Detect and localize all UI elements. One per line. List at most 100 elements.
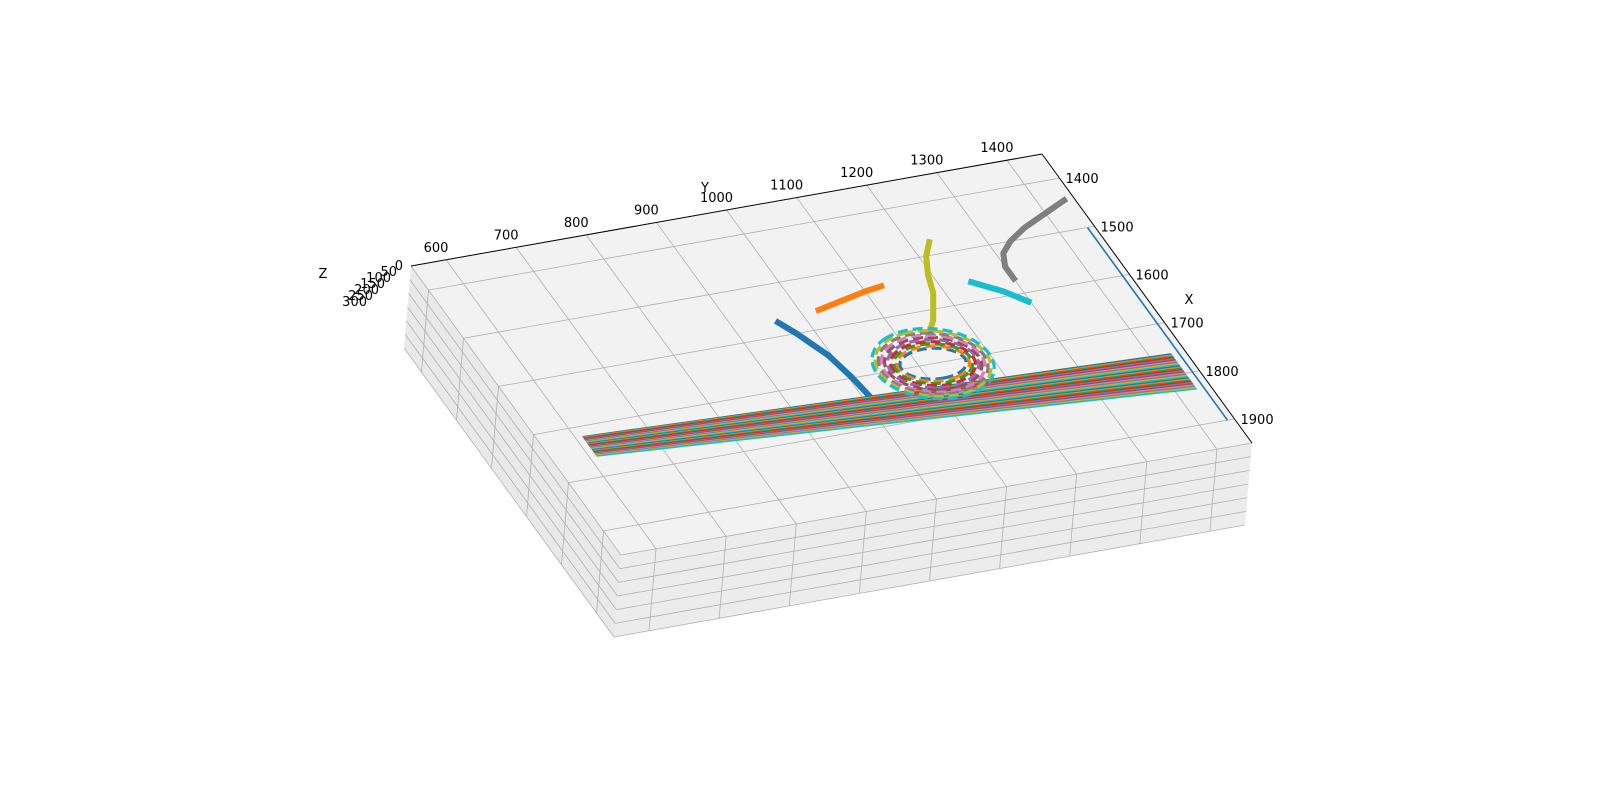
sheet-line bbox=[586, 362, 1179, 443]
sheet-line bbox=[589, 371, 1185, 448]
y-tick-label: 1200 bbox=[840, 166, 873, 181]
thin-line bbox=[1086, 227, 1229, 421]
sheet-line bbox=[591, 375, 1189, 451]
y-tick-label: 1400 bbox=[980, 141, 1013, 156]
z-axis-label: Z bbox=[319, 267, 328, 282]
sheet-line bbox=[583, 355, 1174, 439]
sheet-line bbox=[592, 378, 1190, 452]
grid-line-y bbox=[656, 222, 867, 512]
sheet-line bbox=[592, 377, 1189, 451]
grid-line-y bbox=[866, 184, 1078, 475]
y-tick-label: 800 bbox=[564, 216, 589, 231]
grid-line-z bbox=[404, 334, 616, 624]
sheet-line bbox=[585, 361, 1178, 443]
series-group bbox=[582, 196, 1229, 457]
z-tick-label: 150 bbox=[360, 277, 385, 292]
sheet-line bbox=[582, 353, 1172, 438]
sheet-line bbox=[595, 384, 1195, 455]
sheet-line bbox=[595, 386, 1196, 457]
grid-line-x bbox=[498, 274, 1130, 387]
grid-line-y bbox=[1006, 159, 1218, 450]
ring-line bbox=[892, 342, 975, 386]
sheet-line bbox=[582, 354, 1173, 439]
z-tick-label: 300 bbox=[342, 295, 367, 310]
z-tick-label: 50 bbox=[380, 265, 397, 280]
ring-line bbox=[879, 333, 987, 394]
grid-line-y-front bbox=[648, 548, 657, 631]
grid-line-y-front bbox=[1139, 461, 1148, 544]
x-tick-label: 1900 bbox=[1241, 413, 1274, 428]
grid-line-y bbox=[515, 247, 727, 537]
sheet-line bbox=[593, 379, 1191, 453]
y-axis-label: Y bbox=[700, 181, 709, 196]
ring-line bbox=[888, 339, 978, 388]
sheet-line bbox=[596, 387, 1197, 457]
sheet-line bbox=[588, 367, 1183, 446]
grid-line-x-side bbox=[596, 530, 604, 613]
sheet-line bbox=[583, 356, 1175, 440]
grid-line-y-front bbox=[788, 523, 797, 606]
y-tick-label: 1300 bbox=[910, 154, 943, 169]
z-tick-label: 250 bbox=[348, 289, 373, 304]
x-axis-line bbox=[1041, 153, 1253, 444]
grid-line-y bbox=[445, 259, 657, 550]
x-tick-label: 1400 bbox=[1066, 172, 1099, 187]
y-tick-label: 600 bbox=[424, 241, 449, 256]
x-tick-label: 1800 bbox=[1206, 365, 1239, 380]
grid-line-z bbox=[406, 320, 617, 610]
ring-line bbox=[870, 326, 996, 401]
series-line bbox=[773, 318, 890, 418]
y-tick-label: 700 bbox=[494, 228, 519, 243]
sheet-line bbox=[595, 385, 1196, 456]
series-line bbox=[1000, 196, 1069, 283]
grid-line-y-front bbox=[858, 511, 867, 594]
grid-line-y bbox=[936, 172, 1148, 462]
sheet-line bbox=[586, 363, 1180, 444]
sheet-line bbox=[587, 366, 1182, 445]
x-tick-label: 1700 bbox=[1171, 317, 1204, 332]
series-line bbox=[923, 238, 937, 344]
z-tick-label: 100 bbox=[366, 271, 391, 286]
grid-line-x-side bbox=[526, 434, 534, 517]
grid-line-x bbox=[428, 177, 1060, 291]
ring-line bbox=[873, 329, 993, 399]
sheet-line bbox=[591, 374, 1188, 450]
ring-line bbox=[885, 337, 981, 390]
grid-line-x bbox=[463, 225, 1095, 339]
sheet-line bbox=[584, 359, 1176, 441]
axis-lines bbox=[410, 153, 1253, 444]
y-axis-line bbox=[410, 153, 1043, 267]
grid-line-y bbox=[585, 234, 797, 525]
sheet-line bbox=[594, 381, 1193, 454]
ring-line bbox=[895, 344, 972, 383]
series-line bbox=[967, 278, 1033, 306]
sheet-line bbox=[587, 365, 1181, 445]
tick-labels: 6007008009001000110012001300140014001500… bbox=[342, 141, 1273, 428]
x-tick-label: 1600 bbox=[1136, 268, 1169, 283]
sheet-line bbox=[593, 380, 1192, 453]
grid-line-z bbox=[403, 347, 615, 638]
y-tick-label: 1000 bbox=[700, 191, 733, 206]
grid-line-z bbox=[407, 306, 618, 597]
grid-line-x-side bbox=[491, 386, 499, 469]
grid-line-y-front bbox=[1069, 474, 1078, 557]
series-line bbox=[814, 282, 886, 314]
ring-line bbox=[876, 331, 990, 397]
y-tick-label: 900 bbox=[634, 203, 659, 218]
grid-line-x-side bbox=[456, 338, 464, 421]
grid-line-x bbox=[603, 418, 1235, 532]
grid-line-z bbox=[410, 265, 622, 556]
grid-line-y-front bbox=[999, 486, 1008, 569]
sheet-line bbox=[590, 373, 1187, 449]
sheet-line bbox=[585, 360, 1177, 442]
z-tick-label: 0 bbox=[395, 259, 403, 274]
grid-line-z bbox=[409, 279, 621, 569]
sheet-line bbox=[589, 369, 1184, 447]
sheet-line bbox=[588, 368, 1183, 447]
grid-line-y-front bbox=[929, 498, 937, 582]
grid-line-x-side bbox=[561, 482, 569, 565]
ring-line bbox=[882, 335, 984, 392]
grid-line-y-front bbox=[1209, 449, 1218, 532]
sheet-line bbox=[584, 357, 1176, 441]
